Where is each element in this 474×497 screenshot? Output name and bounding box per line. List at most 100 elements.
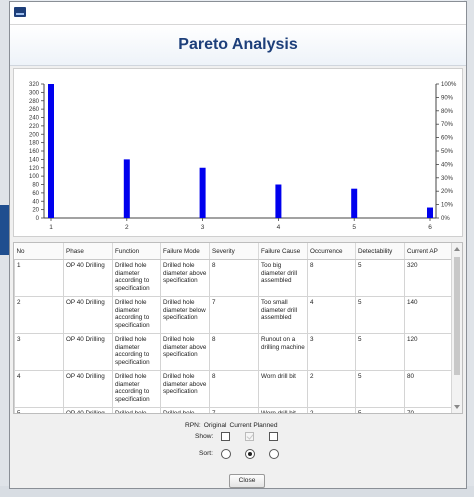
sort-current-radio[interactable] [245, 449, 255, 459]
y-tick-label: 200 [29, 132, 40, 138]
sort-label: Sort: [199, 450, 213, 457]
column-header[interactable]: Phase [63, 243, 113, 260]
x-tick-label: 4 [277, 224, 281, 231]
table-cell: Drilled hole diameter according to speci… [112, 259, 161, 297]
table-cell: Drilled hole diameter above specificatio… [160, 259, 210, 297]
table-cell: 4 [14, 370, 64, 408]
y-tick-label: 240 [29, 116, 40, 122]
column-header[interactable]: Failure Cause [258, 243, 308, 260]
y-tick-label: 80 [32, 183, 39, 189]
table-cell: Runout on a drilling machine [258, 333, 308, 371]
table-cell: 5 [14, 407, 64, 413]
dialog-titlebar[interactable] [10, 2, 466, 25]
y2-tick-label: 20% [441, 189, 454, 195]
fmea-table-panel: No Phase Function Failure Mode Severity Failu… [13, 242, 463, 414]
y2-tick-label: 60% [441, 136, 454, 142]
table-row[interactable]: 2 OP 40 Drilling Drilled hole diameter acc… [14, 296, 454, 334]
table-cell: Drilled hole diameter above specificatio… [160, 333, 210, 371]
table-cell: 8 [209, 259, 259, 297]
table-row[interactable]: 5 OP 40 Drilling Drilled hole Drilled hole 7… [14, 407, 454, 413]
background-app-right-edge [464, 0, 474, 497]
original-column-label: Original [203, 422, 227, 429]
table-cell: Too small diameter drill assembled [258, 296, 308, 334]
table-cell: 8 [209, 333, 259, 371]
close-button[interactable]: Close [229, 474, 265, 488]
y-tick-label: 180 [29, 141, 40, 147]
y-tick-label: 20 [32, 208, 39, 214]
show-original-checkbox[interactable] [221, 432, 230, 441]
pareto-bar [48, 84, 54, 218]
table-cell: Drilled hole diameter above specificatio… [160, 370, 210, 408]
table-cell: 3 [14, 333, 64, 371]
table-cell: 8 [209, 370, 259, 408]
table-cell: 5 [355, 296, 405, 334]
y2-tick-label: 100% [441, 82, 457, 88]
table-cell: 8 [307, 259, 356, 297]
x-tick-label: 2 [125, 224, 129, 231]
y-tick-label: 100 [29, 174, 40, 180]
pareto-bar [123, 159, 130, 218]
rpn-legend: RPN: Original Current Planned [185, 422, 281, 429]
y-tick-label: 0 [36, 216, 40, 222]
background-app-statusbar [0, 486, 474, 497]
y-tick-label: 160 [29, 149, 40, 155]
rpn-label: RPN: [185, 422, 201, 429]
table-cell: Drilled hole diameter according to speci… [112, 333, 161, 371]
table-cell: 140 [404, 296, 454, 334]
table-cell: 80 [404, 370, 454, 408]
pareto-dialog: Pareto Analysis 0 20 40 60 80 100 120 140 160 180… [9, 1, 467, 489]
y2-tick-label: 50% [441, 149, 454, 155]
column-header[interactable]: Failure Mode [160, 243, 210, 260]
table-row[interactable]: 3 OP 40 Drilling Drilled hole diameter acc… [14, 333, 454, 371]
table-row[interactable]: 4 OP 40 Drilling Drilled hole diameter acc… [14, 370, 454, 408]
scroll-down-arrow-icon[interactable] [454, 405, 460, 409]
column-header[interactable]: No [14, 243, 64, 260]
table-cell: 70 [404, 407, 454, 413]
y2-tick-label: 10% [441, 203, 454, 209]
column-header[interactable]: Occurrence [307, 243, 356, 260]
column-header[interactable]: Severity [209, 243, 259, 260]
table-cell: 7 [209, 407, 259, 413]
table-cell: Drilled hole diameter according to speci… [112, 370, 161, 408]
table-vertical-scrollbar[interactable] [451, 243, 462, 413]
column-header[interactable]: Function [112, 243, 161, 260]
x-tick-label: 1 [49, 224, 53, 231]
pareto-bar [427, 207, 433, 218]
table-cell: 1 [14, 259, 64, 297]
pareto-bar [351, 188, 358, 218]
current-planned-column-label: Current Planned [229, 422, 278, 429]
show-current-checkbox [245, 432, 254, 441]
sort-original-radio[interactable] [221, 449, 231, 459]
table-cell: Worn drill bit [258, 370, 308, 408]
column-header[interactable]: Current AP [404, 243, 454, 260]
pareto-bar [199, 167, 206, 218]
y2-tick-label: 90% [441, 95, 454, 101]
table-cell: Worn drill bit [258, 407, 308, 413]
table-cell: 320 [404, 259, 454, 297]
table-row[interactable]: 1 OP 40 Drilling Drilled hole diameter acc… [14, 259, 454, 297]
y-tick-label: 220 [29, 124, 40, 130]
table-cell: 5 [355, 370, 405, 408]
y2-tick-label: 70% [441, 122, 454, 128]
scroll-thumb[interactable] [454, 257, 460, 375]
table-cell: OP 40 Drilling [63, 333, 113, 371]
scroll-up-arrow-icon[interactable] [454, 247, 460, 251]
fmea-table: No Phase Function Failure Mode Severity Failu… [14, 243, 454, 413]
background-app-left-edge [0, 0, 10, 497]
y2-tick-label: 30% [441, 176, 454, 182]
x-tick-label: 3 [201, 224, 205, 231]
y2-tick-label: 0% [441, 216, 450, 222]
table-cell: OP 40 Drilling [63, 370, 113, 408]
dialog-banner: Pareto Analysis [10, 25, 466, 66]
show-planned-checkbox[interactable] [269, 432, 278, 441]
table-cell: OP 40 Drilling [63, 296, 113, 334]
background-app-panel [0, 205, 10, 255]
sort-planned-radio[interactable] [269, 449, 279, 459]
table-cell: 4 [307, 296, 356, 334]
table-cell: OP 40 Drilling [63, 259, 113, 297]
x-tick-label: 6 [428, 224, 432, 231]
y-tick-label: 320 [29, 82, 40, 88]
y-tick-label: 140 [29, 157, 40, 163]
column-header[interactable]: Detectability [355, 243, 405, 260]
x-tick-label: 5 [352, 224, 356, 231]
